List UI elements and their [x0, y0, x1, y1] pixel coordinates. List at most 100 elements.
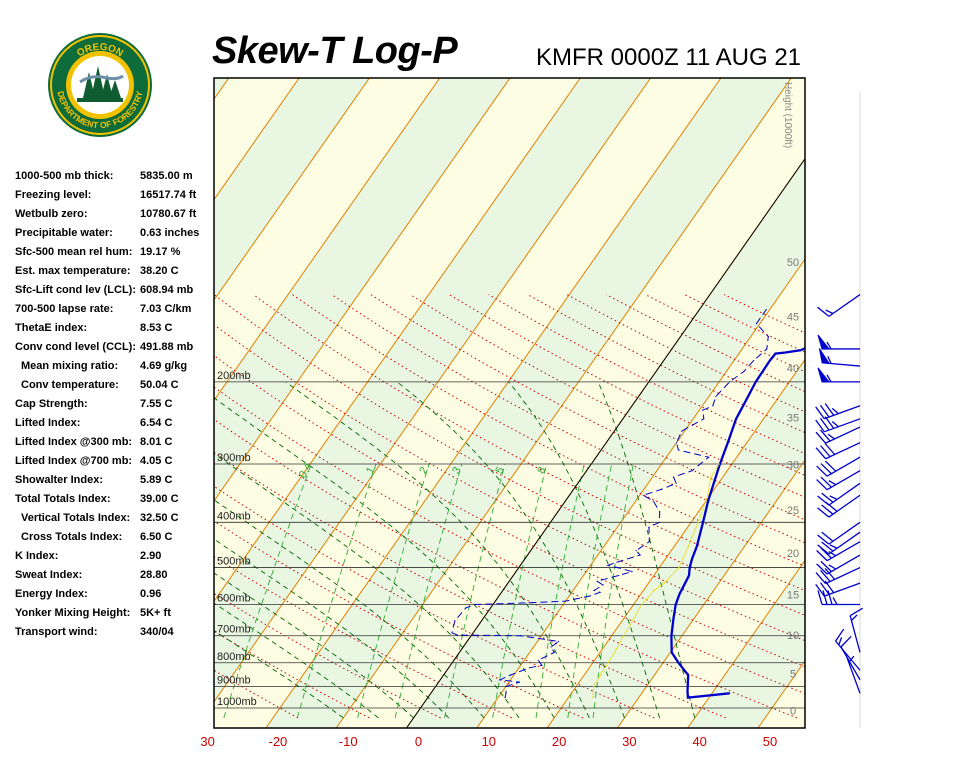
- isotherm-line: [687, 559, 805, 728]
- moist-adiabat: [214, 602, 379, 719]
- mixing-ratio-line: [535, 463, 585, 718]
- isotherm-line: [214, 78, 230, 101]
- dry-adiabat: [488, 294, 805, 455]
- isotherm-bands: [0, 78, 805, 728]
- dewpoint-point: [618, 574, 620, 577]
- mixing-ratio-label: 8: [535, 465, 548, 476]
- wind-barb: [815, 416, 861, 433]
- temperature-point: [691, 558, 693, 560]
- index-label: Cross Totals Index:: [21, 531, 123, 543]
- wind-barb-half-feather: [838, 637, 843, 646]
- dewpoint-point: [631, 571, 633, 573]
- index-row: Freezing level: 16517.74 ft: [15, 187, 210, 206]
- x-tick-label: -10: [339, 734, 358, 749]
- index-value: 5.89 C: [140, 474, 173, 486]
- dewpoint-point: [766, 348, 768, 350]
- wind-barb-feather: [816, 550, 828, 562]
- wind-barb: [849, 607, 863, 653]
- mixing-ratio-label: 5: [493, 465, 506, 476]
- isotherm-line: [214, 78, 370, 301]
- parcel-point: [653, 589, 655, 592]
- index-value: 4.05 C: [140, 455, 173, 467]
- index-label: Lifted Index @300 mb:: [15, 436, 133, 448]
- isotherm-line: [828, 78, 960, 728]
- height-tick-label: 50: [787, 257, 799, 269]
- wind-barb-feather: [824, 443, 836, 455]
- index-label: Wetbulb zero:: [15, 208, 88, 220]
- dewpoint-point: [565, 600, 567, 602]
- wind-barb-half-feather: [832, 597, 838, 605]
- index-value: 8.01 C: [140, 436, 173, 448]
- temperature-point: [727, 442, 729, 444]
- index-row: Wetbulb zero: 10780.67 ft: [15, 206, 210, 225]
- height-axis-label: Height (1000ft): [782, 82, 793, 148]
- index-value: 491.88 mb: [140, 341, 194, 353]
- temperature-point: [831, 336, 832, 337]
- dewpoint-point: [675, 442, 678, 444]
- index-row: Total Totals Index: 39.00 C: [15, 491, 210, 510]
- wind-barb-feather: [817, 534, 830, 545]
- plot-frame: [213, 77, 806, 729]
- dewpoint-point: [648, 541, 651, 543]
- moist-adiabat: [214, 572, 414, 719]
- wind-barb-staff: [828, 294, 861, 317]
- index-label: Energy Index:: [15, 588, 88, 600]
- index-row: Lifted Index @300 mb: 8.01 C: [15, 434, 210, 453]
- isotherm-line: [214, 78, 441, 402]
- isotherm-band: [0, 78, 88, 728]
- wind-barb-staff: [826, 541, 861, 562]
- wind-barb-feather: [824, 403, 835, 416]
- wind-barb-staff: [824, 405, 861, 420]
- dewpoint-point: [509, 674, 511, 676]
- height-tick-label: 45: [787, 311, 799, 323]
- dewpoint-point: [658, 521, 661, 523]
- wind-barb-feather: [835, 628, 845, 642]
- dewpoint-point: [648, 526, 650, 528]
- dewpoint-point: [743, 370, 745, 373]
- parcel-point: [641, 603, 643, 606]
- dry-adiabat: [214, 418, 798, 719]
- isotherm-band: [265, 78, 792, 728]
- wind-barb-staff: [849, 615, 861, 653]
- sounding-series: [451, 309, 832, 699]
- chart-title: Skew-T Log-P: [212, 30, 458, 72]
- isotherm-line: [265, 78, 722, 728]
- index-label: Est. max temperature:: [15, 265, 131, 277]
- svg-text:OREGON: OREGON: [75, 42, 125, 59]
- mixing-ratio-labels: 0.4 1 2 3 5 8: [297, 461, 549, 480]
- index-value: 16517.74 ft: [140, 189, 197, 201]
- temperature-point: [673, 617, 675, 619]
- moist-adiabat: [214, 397, 555, 719]
- dewpoint-point: [675, 482, 677, 484]
- wind-barb-staff: [824, 418, 861, 433]
- index-value: 10780.67 ft: [140, 208, 197, 220]
- index-row: Conv cond level (CCL): 491.88 mb: [15, 339, 210, 358]
- mixing-ratio-line: [296, 463, 377, 719]
- index-label: Lifted Index @700 mb:: [15, 455, 133, 467]
- wind-barb-feather: [820, 463, 832, 475]
- dry-adiabat: [253, 294, 805, 592]
- index-value: 32.50 C: [140, 512, 179, 524]
- isotherm-line: [335, 78, 792, 728]
- x-tick-label: 30: [622, 734, 636, 749]
- pressure-label: 200mb: [217, 370, 251, 382]
- index-value: 28.80: [140, 569, 168, 581]
- index-label: Conv temperature:: [21, 379, 119, 391]
- moist-adiabat: [214, 499, 485, 719]
- wind-barb-half-feather: [828, 480, 837, 486]
- index-value: 39.00 C: [140, 493, 179, 505]
- wind-barb-feather: [824, 567, 836, 580]
- dry-adiabat: [214, 520, 584, 719]
- wind-barb-half-feather: [826, 341, 832, 350]
- wind-barbs: [815, 294, 863, 694]
- wind-barb-feather: [820, 476, 832, 488]
- dry-adiabat: [370, 294, 805, 521]
- dewpoint-line: [451, 309, 769, 698]
- isotherm-line: [0, 78, 159, 728]
- wind-barb-pennant: [818, 348, 831, 364]
- dewpoint-point: [456, 634, 458, 636]
- dewpoint-point: [499, 679, 501, 681]
- index-row: Lifted Index: 6.54 C: [15, 415, 210, 434]
- temperature-point: [696, 545, 698, 547]
- wind-barb-half-feather: [828, 551, 837, 557]
